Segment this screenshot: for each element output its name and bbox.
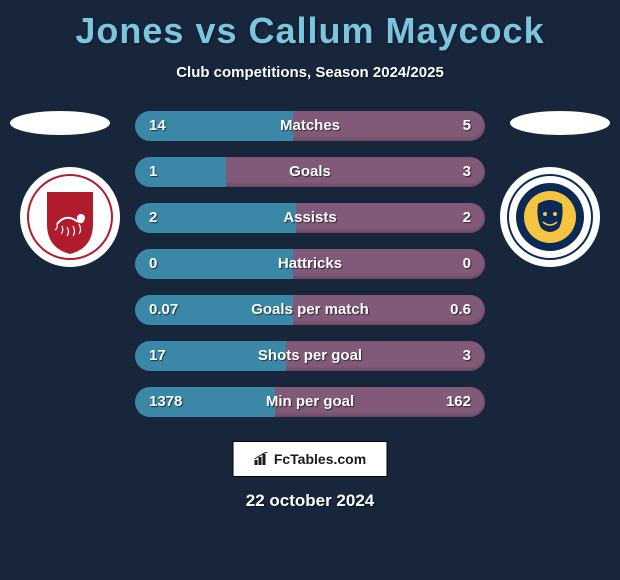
stat-row: 2Assists2 — [135, 203, 485, 233]
stat-value-right: 3 — [463, 157, 471, 187]
crest-left-inner — [27, 174, 113, 260]
stat-row: 1378Min per goal162 — [135, 387, 485, 417]
stat-row: 0Hattricks0 — [135, 249, 485, 279]
chart-icon — [254, 452, 270, 466]
footer-date: 22 october 2024 — [0, 491, 620, 511]
banner-ellipse-left — [10, 111, 110, 135]
stat-row: 0.07Goals per match0.6 — [135, 295, 485, 325]
stat-value-right: 0 — [463, 249, 471, 279]
stat-value-right: 5 — [463, 111, 471, 141]
team-crest-left — [20, 167, 120, 267]
stat-label: Goals — [135, 157, 485, 187]
team-crest-right — [500, 167, 600, 267]
crest-right-inner — [507, 174, 593, 260]
stat-row: 17Shots per goal3 — [135, 341, 485, 371]
stat-label: Min per goal — [135, 387, 485, 417]
stat-label: Goals per match — [135, 295, 485, 325]
banner-ellipse-right — [510, 111, 610, 135]
source-badge-text: FcTables.com — [274, 451, 366, 467]
source-badge: FcTables.com — [233, 441, 388, 477]
stat-value-right: 3 — [463, 341, 471, 371]
stat-label: Assists — [135, 203, 485, 233]
stat-value-right: 2 — [463, 203, 471, 233]
stat-label: Matches — [135, 111, 485, 141]
stat-label: Shots per goal — [135, 341, 485, 371]
stat-row: 14Matches5 — [135, 111, 485, 141]
stat-row: 1Goals3 — [135, 157, 485, 187]
page-title: Jones vs Callum Maycock — [0, 0, 620, 52]
stat-value-right: 0.6 — [450, 295, 471, 325]
stat-label: Hattricks — [135, 249, 485, 279]
stat-bars: 14Matches5 1Goals3 2Assists2 0Hattricks0 0.0… — [135, 111, 485, 433]
page-subtitle: Club competitions, Season 2024/2025 — [0, 64, 620, 81]
stat-value-right: 162 — [446, 387, 471, 417]
